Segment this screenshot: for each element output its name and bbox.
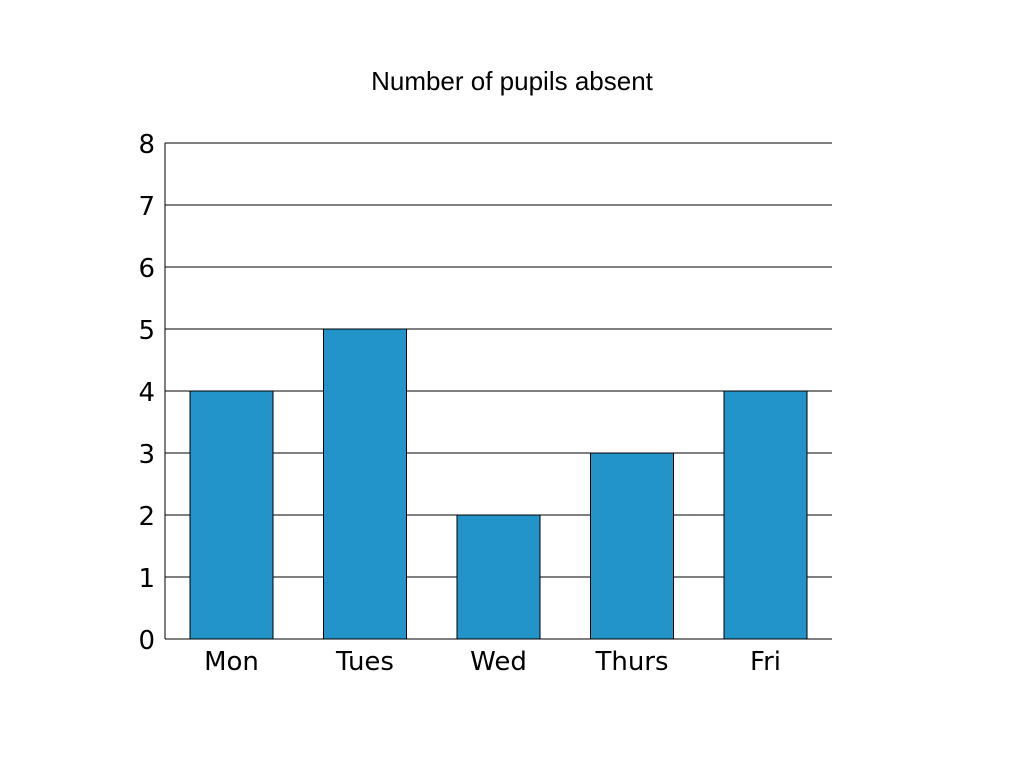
y-tick-label: 4 xyxy=(138,378,155,408)
x-tick-label: Tues xyxy=(335,647,394,677)
x-tick-label: Fri xyxy=(750,647,781,677)
y-tick-label: 0 xyxy=(138,626,155,656)
y-tick-label: 2 xyxy=(138,502,155,532)
x-tick-label: Mon xyxy=(204,647,259,677)
x-tick-label: Thurs xyxy=(594,647,668,677)
bar-fri xyxy=(723,390,808,640)
y-tick-label: 1 xyxy=(138,564,155,594)
x-tick-label: Wed xyxy=(470,647,527,677)
y-tick-labels: 0 1 2 3 4 5 6 7 8 xyxy=(138,130,155,656)
bar-thurs xyxy=(590,452,674,640)
y-tick-label: 7 xyxy=(138,192,155,222)
y-tick-label: 8 xyxy=(138,130,155,160)
bars xyxy=(189,328,808,640)
x-tick-labels: Mon Tues Wed Thurs Fri xyxy=(204,647,781,677)
chart-title: Number of pupils absent xyxy=(371,66,653,96)
y-tick-label: 3 xyxy=(138,440,155,470)
y-tick-label: 6 xyxy=(138,254,155,284)
bar-wed xyxy=(456,514,541,640)
bar-tues xyxy=(323,328,407,640)
y-tick-label: 5 xyxy=(138,316,155,346)
bar-mon xyxy=(189,390,274,640)
axes xyxy=(164,143,832,640)
